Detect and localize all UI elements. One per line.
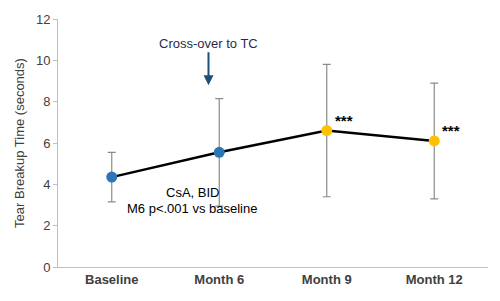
svg-text:6: 6 — [43, 136, 50, 151]
svg-text:Tear Breakup Time (seconds): Tear Breakup Time (seconds) — [12, 58, 27, 228]
svg-text:8: 8 — [43, 94, 50, 109]
svg-text:Cross-over to TC: Cross-over to TC — [159, 36, 258, 51]
svg-text:0: 0 — [43, 260, 50, 275]
svg-text:***: *** — [335, 112, 353, 129]
svg-text:Month 6: Month 6 — [194, 272, 244, 287]
svg-text:Baseline: Baseline — [85, 272, 138, 287]
svg-text:CsA, BID: CsA, BID — [166, 185, 219, 200]
svg-text:10: 10 — [36, 53, 50, 68]
svg-text:4: 4 — [43, 177, 50, 192]
svg-text:M6 p<.001 vs baseline: M6 p<.001 vs baseline — [127, 201, 257, 216]
svg-text:***: *** — [442, 122, 460, 139]
svg-text:12: 12 — [36, 12, 50, 27]
svg-text:Month 9: Month 9 — [302, 272, 352, 287]
svg-text:Month 12: Month 12 — [406, 272, 463, 287]
svg-text:2: 2 — [43, 218, 50, 233]
